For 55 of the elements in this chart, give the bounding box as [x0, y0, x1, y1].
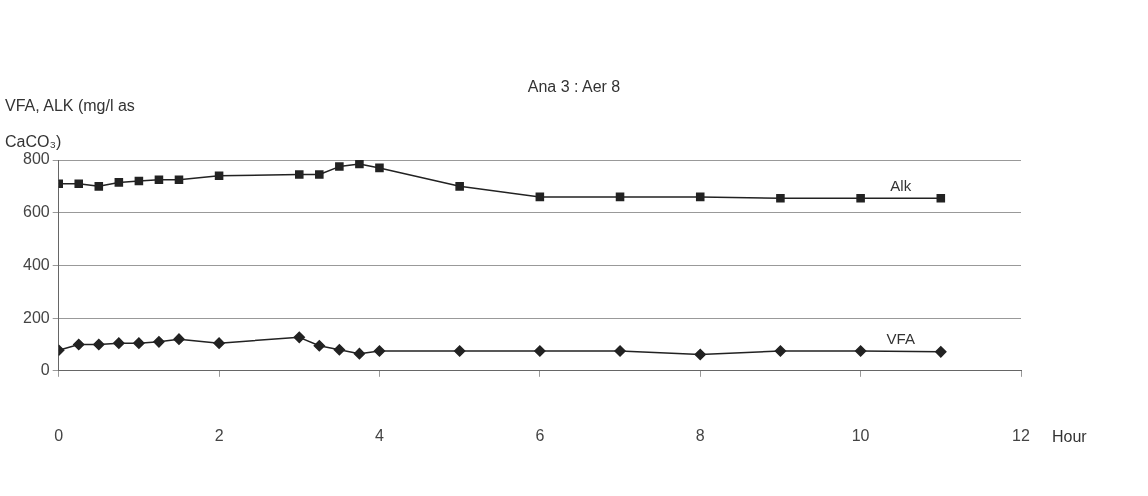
point: [333, 343, 346, 356]
point: [133, 337, 145, 349]
point: [174, 175, 184, 185]
point: [173, 333, 185, 345]
point: [535, 192, 545, 202]
x-tick-label: 10: [851, 426, 870, 444]
chart-title: Ana 3 : Aer 8: [526, 78, 622, 96]
point: [294, 170, 304, 179]
y-tick-label: 800: [22, 150, 50, 168]
point: [854, 345, 867, 357]
x-axis-title: Hour: [1052, 428, 1087, 446]
point: [315, 170, 324, 179]
y-tick-label: 400: [22, 255, 50, 273]
point: [615, 192, 625, 202]
point: [72, 338, 85, 351]
point: [776, 193, 785, 203]
point: [935, 346, 947, 358]
y-tick-label: 600: [22, 203, 50, 221]
point: [134, 176, 144, 186]
point: [74, 179, 84, 188]
point: [94, 182, 104, 191]
point: [114, 178, 124, 187]
x-tick-label: 12: [1012, 426, 1030, 444]
point: [694, 348, 706, 361]
point: [353, 347, 366, 360]
y-tick-label: 0: [40, 361, 50, 379]
point: [534, 345, 546, 357]
point: [695, 192, 705, 202]
point: [213, 337, 225, 349]
point: [856, 193, 865, 203]
point: [113, 337, 125, 349]
point: [93, 338, 105, 351]
y-axis-title: VFA, ALK (mg/l as CaCO₃): [5, 97, 135, 150]
x-tick-label: 8: [695, 426, 705, 444]
point: [154, 175, 164, 185]
point: [375, 163, 384, 173]
point: [774, 345, 787, 357]
point: [373, 345, 386, 357]
point: [153, 336, 165, 348]
point: [214, 171, 224, 181]
series-label: Alk: [890, 176, 912, 194]
point: [455, 182, 464, 191]
y-tick-label: 200: [22, 308, 50, 326]
point: [335, 162, 344, 171]
x-tick-label: 2: [214, 426, 224, 444]
point: [355, 160, 364, 169]
point: [614, 345, 626, 357]
point: [313, 340, 326, 352]
x-tick-label: 4: [375, 426, 385, 444]
x-tick-label: 6: [535, 426, 545, 444]
point: [936, 193, 946, 203]
series-label: VFA: [886, 329, 915, 347]
x-tick-label: 0: [54, 426, 64, 444]
point: [453, 345, 466, 357]
point: [293, 331, 306, 344]
